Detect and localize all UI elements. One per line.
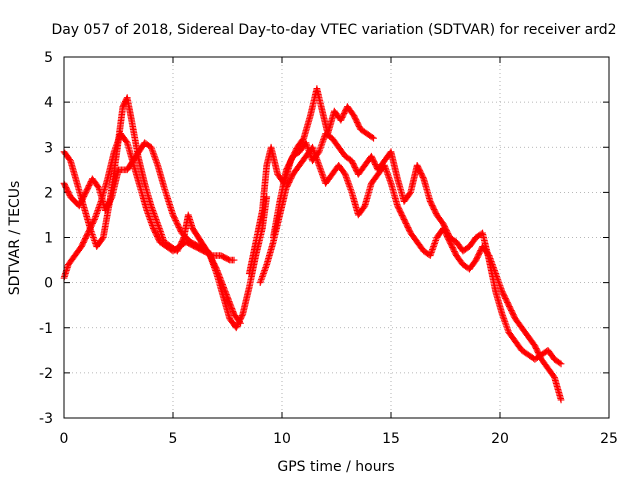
y-tick-label: 1 bbox=[44, 231, 53, 247]
chart-title: Day 057 of 2018, Sidereal Day-to-day VTE… bbox=[51, 22, 616, 38]
y-tick-label: -2 bbox=[39, 366, 53, 382]
y-tick-label: 4 bbox=[44, 95, 53, 111]
y-tick-label: 0 bbox=[44, 276, 53, 292]
data-point bbox=[198, 244, 206, 252]
data-point bbox=[230, 256, 238, 264]
plot-area bbox=[60, 85, 565, 404]
x-tick-label: 25 bbox=[600, 431, 618, 447]
data-point bbox=[217, 252, 225, 259]
data-point bbox=[192, 241, 199, 248]
data-point bbox=[222, 254, 230, 262]
data-point bbox=[199, 245, 207, 252]
data-point bbox=[98, 235, 106, 243]
data-point bbox=[193, 241, 201, 249]
data-point bbox=[200, 245, 208, 253]
data-point bbox=[218, 252, 226, 260]
x-axis-label: GPS time / hours bbox=[277, 459, 394, 475]
data-point bbox=[223, 255, 231, 263]
axis-ticks: 0 5 10 15 20 25 -3 -2 -1 0 1 2 3 4 5 bbox=[39, 50, 618, 447]
data-point bbox=[197, 243, 204, 251]
y-tick-label: -3 bbox=[39, 411, 53, 427]
data-point bbox=[225, 256, 232, 263]
data-point bbox=[195, 243, 203, 250]
series-track-4 bbox=[245, 85, 377, 277]
data-point bbox=[194, 242, 202, 250]
data-point bbox=[237, 319, 244, 327]
data-point bbox=[557, 360, 565, 368]
x-tick-label: 10 bbox=[273, 431, 291, 447]
y-tick-label: 3 bbox=[44, 140, 53, 156]
plot-frame bbox=[63, 56, 610, 419]
series-track-3 bbox=[60, 139, 244, 327]
x-tick-label: 15 bbox=[382, 431, 400, 447]
data-point bbox=[187, 238, 194, 246]
data-point bbox=[220, 253, 227, 261]
y-axis-label: SDTVAR / TECUs bbox=[7, 181, 23, 296]
series-track-6 bbox=[269, 130, 565, 368]
y-tick-label: 2 bbox=[44, 185, 53, 201]
data-point bbox=[556, 359, 564, 367]
data-point bbox=[189, 239, 197, 247]
data-point bbox=[368, 133, 376, 141]
data-point bbox=[370, 134, 377, 142]
data-point bbox=[188, 239, 196, 247]
data-point bbox=[221, 254, 229, 261]
data-point bbox=[119, 103, 127, 110]
x-tick-label: 5 bbox=[169, 431, 178, 447]
y-tick-label: 5 bbox=[44, 50, 53, 66]
data-point bbox=[557, 396, 565, 404]
data-point bbox=[406, 190, 414, 198]
series-track-2 bbox=[60, 94, 271, 332]
data-point bbox=[202, 246, 209, 254]
x-tick-label: 20 bbox=[491, 431, 509, 447]
data-point bbox=[190, 240, 198, 248]
x-tick-label: 0 bbox=[60, 431, 69, 447]
y-tick-label: -1 bbox=[39, 321, 53, 337]
data-point bbox=[236, 318, 243, 326]
